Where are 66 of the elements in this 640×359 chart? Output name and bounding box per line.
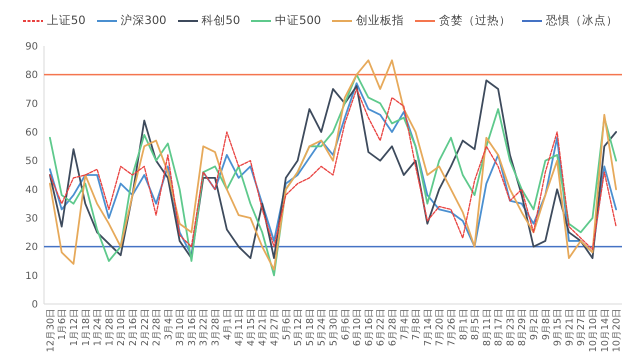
y-tick-label: 60 xyxy=(25,128,38,138)
x-tick-label: 1月12日 xyxy=(68,308,80,346)
x-tick-label: 7月4日 xyxy=(399,308,410,340)
x-tick-label: 2月22日 xyxy=(140,308,151,346)
x-tick-label: 9月15日 xyxy=(552,308,564,346)
legend-label: 贪婪（过热） xyxy=(439,13,512,28)
x-tick-label: 7月26日 xyxy=(446,308,458,346)
y-tick-label: 30 xyxy=(25,214,38,224)
y-tick-label: 20 xyxy=(25,242,38,254)
x-tick-label: 3月22日 xyxy=(198,308,210,346)
legend-label: 沪深300 xyxy=(120,13,166,28)
x-tick-label: 7月20日 xyxy=(434,308,446,346)
x-tick-label: 4月21日 xyxy=(258,308,269,346)
x-tick-label: 12月30日 xyxy=(45,308,56,352)
x-tick-label: 6月22日 xyxy=(376,308,387,346)
x-tick-label: 8月17日 xyxy=(494,308,505,346)
x-tick-label: 9月2日 xyxy=(529,308,540,340)
x-tick-label: 9月8日 xyxy=(540,308,552,340)
x-tick-label: 2月16日 xyxy=(128,308,139,346)
x-tick-label: 4月15日 xyxy=(246,308,257,346)
x-tick-label: 6月28日 xyxy=(387,308,398,346)
x-tick-label: 4月27日 xyxy=(270,308,281,346)
x-tick-label: 8月5日 xyxy=(470,308,482,340)
x-tick-label: 6月16日 xyxy=(364,308,375,346)
x-tick-label: 10月20日 xyxy=(612,308,623,352)
x-tick-label: 8月23日 xyxy=(505,308,516,346)
x-tick-label: 8月11日 xyxy=(482,308,493,346)
legend-label: 科创50 xyxy=(202,13,240,28)
x-tick-label: 7月8日 xyxy=(411,308,422,340)
y-tick-label: 90 xyxy=(25,42,38,52)
y-tick-label: 40 xyxy=(25,184,38,196)
x-tick-label: 4月1日 xyxy=(222,308,234,340)
x-tick-label: 6月10日 xyxy=(352,308,364,346)
y-tick-label: 80 xyxy=(25,70,38,82)
x-tick-label: 3月16日 xyxy=(186,308,198,346)
legend-label: 创业板指 xyxy=(356,13,404,28)
y-tick-label: 70 xyxy=(25,98,38,110)
legend-label: 中证500 xyxy=(275,13,322,28)
y-tick-label: 10 xyxy=(25,270,38,282)
x-tick-label: 5月24日 xyxy=(316,308,328,346)
x-tick-label: 10月14日 xyxy=(600,308,611,352)
x-tick-label: 1月24日 xyxy=(92,308,104,346)
x-tick-label: 5月6日 xyxy=(281,308,292,340)
y-tick-label: 0 xyxy=(32,300,38,310)
x-tick-label: 9月27日 xyxy=(576,308,588,346)
x-tick-label: 4月11日 xyxy=(234,308,246,346)
x-tick-label: 8月1日 xyxy=(458,308,470,340)
legend-label: 上证50 xyxy=(46,13,86,28)
x-tick-label: 1月6日 xyxy=(57,308,68,340)
legend-label: 恐惧（冰点） xyxy=(546,13,618,28)
x-tick-label: 3月28日 xyxy=(210,308,222,346)
x-tick-label: 3月10日 xyxy=(175,308,186,346)
x-tick-label: 1月28日 xyxy=(104,308,116,346)
x-tick-label: 6月6日 xyxy=(340,308,352,340)
x-tick-label: 5月30日 xyxy=(328,308,340,346)
x-tick-label: 9月21日 xyxy=(564,308,576,346)
x-tick-label: 2月28日 xyxy=(152,308,163,346)
y-tick-label: 50 xyxy=(25,156,38,168)
x-tick-label: 3月4日 xyxy=(163,308,174,340)
x-tick-label: 5月12日 xyxy=(293,308,304,346)
x-tick-label: 2月10日 xyxy=(116,308,128,346)
x-tick-label: 5月18日 xyxy=(304,308,316,346)
x-tick-label: 8月29日 xyxy=(517,308,528,346)
x-tick-label: 10月10日 xyxy=(588,308,600,352)
x-tick-label: 1月18日 xyxy=(80,308,92,346)
x-tick-label: 7月14日 xyxy=(422,308,434,346)
